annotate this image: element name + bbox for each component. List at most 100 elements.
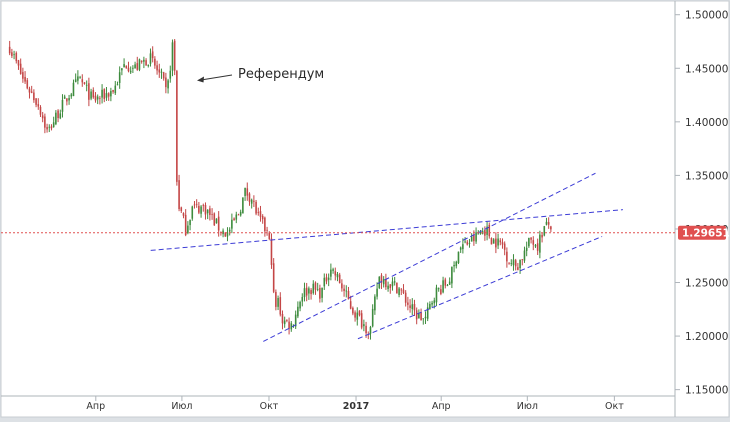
candle-body xyxy=(424,316,427,319)
candle-body xyxy=(297,306,299,317)
candle-body xyxy=(387,285,389,289)
annotation: Референдум xyxy=(197,67,324,83)
candle-body xyxy=(176,71,178,182)
x-tick-label: Июл xyxy=(517,401,538,412)
annotation-arrow xyxy=(200,74,233,81)
candle-body xyxy=(88,83,90,100)
candle-body xyxy=(112,89,114,92)
candle-body xyxy=(173,40,176,71)
candle-body xyxy=(127,67,130,72)
candle-body xyxy=(182,213,185,216)
candle-body xyxy=(550,226,552,230)
candle-body xyxy=(334,271,337,276)
candle-body xyxy=(371,308,374,327)
candle-body xyxy=(299,301,301,309)
candle-body xyxy=(68,98,70,101)
candle-body xyxy=(541,234,543,238)
candle-body xyxy=(184,214,187,236)
candle-body xyxy=(39,106,42,115)
candle-body xyxy=(195,203,198,205)
x-tick-label: Апр xyxy=(86,401,105,412)
candle-body xyxy=(385,278,387,288)
candle-body xyxy=(376,288,378,297)
candle-body xyxy=(118,72,121,83)
candle-body xyxy=(363,324,365,327)
candle-body xyxy=(200,206,202,214)
candle-body xyxy=(90,91,92,99)
candle-body xyxy=(532,240,535,245)
candle-body xyxy=(499,240,502,243)
candle-body xyxy=(85,84,88,86)
trendline xyxy=(263,172,596,342)
candle-body xyxy=(48,126,51,128)
candle-body xyxy=(204,205,207,215)
candle-body xyxy=(123,64,125,68)
candle-body xyxy=(415,310,418,320)
x-tick-label: Апр xyxy=(432,401,451,412)
candle-body xyxy=(303,288,306,298)
annotation-arrowhead xyxy=(197,76,204,83)
candle-body xyxy=(125,65,128,69)
candle-body xyxy=(475,232,477,242)
candle-body xyxy=(279,297,282,315)
candle-body xyxy=(420,312,422,321)
candle-body xyxy=(121,68,123,71)
candle-body xyxy=(327,277,330,280)
candle-body xyxy=(167,80,169,89)
candle-body xyxy=(143,59,145,62)
candle-body xyxy=(404,292,407,303)
candle-body xyxy=(426,307,429,319)
candle-body xyxy=(233,218,235,221)
candle-body xyxy=(248,193,251,202)
candle-body xyxy=(151,51,154,59)
candle-body xyxy=(332,269,334,271)
candle-body xyxy=(35,98,37,105)
candle-body xyxy=(264,217,266,232)
candle-body xyxy=(451,267,453,284)
candle-body xyxy=(510,263,513,264)
candle-body xyxy=(305,287,308,296)
candle-body xyxy=(457,251,460,264)
candle-body xyxy=(422,318,425,320)
candle-body xyxy=(154,58,156,66)
candle-body xyxy=(160,71,163,73)
candle-body xyxy=(319,287,321,299)
candle-body xyxy=(191,206,194,219)
candle-body xyxy=(22,72,24,79)
candle-body xyxy=(312,283,315,294)
candle-body xyxy=(288,321,290,329)
candle-body xyxy=(50,126,53,129)
trendline xyxy=(357,235,603,340)
candle-body xyxy=(92,89,95,98)
candle-body xyxy=(393,281,396,283)
candle-body xyxy=(72,82,75,97)
candle-body xyxy=(468,243,471,244)
current-price-badge-bg xyxy=(678,225,726,240)
candle-body xyxy=(407,302,409,305)
candle-body xyxy=(63,96,66,99)
candle-body xyxy=(81,79,84,83)
candle-body xyxy=(259,211,262,217)
candle-body xyxy=(336,273,339,278)
candle-body xyxy=(33,92,35,101)
candle-body xyxy=(270,238,273,265)
candle-body xyxy=(77,76,79,81)
candle-body xyxy=(134,64,136,69)
candle-body xyxy=(220,231,222,233)
candle-body xyxy=(341,283,343,289)
candle-body xyxy=(382,279,385,285)
candle-body xyxy=(503,243,506,250)
y-tick-label: 1.40000 xyxy=(685,117,728,129)
candle-body xyxy=(198,205,200,213)
candle-body xyxy=(413,303,416,311)
candle-body xyxy=(17,60,20,66)
candle-body xyxy=(347,290,350,300)
candle-body xyxy=(338,274,341,284)
candle-body xyxy=(534,245,537,247)
candle-body xyxy=(323,277,326,287)
candle-body xyxy=(59,113,62,119)
candle-body xyxy=(246,188,249,196)
candle-body xyxy=(206,209,209,214)
